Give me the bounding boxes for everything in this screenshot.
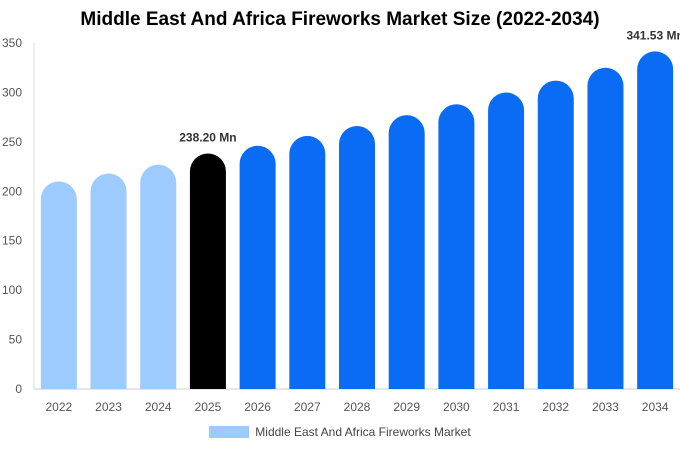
- x-tick-label: 2025: [195, 400, 222, 414]
- bar-2033: [587, 67, 624, 389]
- bar-2031: [488, 92, 525, 389]
- y-tick-label: 250: [2, 135, 22, 149]
- bar-2023: [90, 173, 127, 389]
- legend-label: Middle East And Africa Fireworks Market: [255, 425, 471, 439]
- x-tick-label: 2029: [393, 400, 420, 414]
- bar-2025: [189, 153, 226, 389]
- x-tick-label: 2030: [443, 400, 470, 414]
- y-tick-label: 200: [2, 184, 22, 198]
- legend: Middle East And Africa Fireworks Market: [0, 425, 680, 439]
- y-tick-label: 150: [2, 234, 22, 248]
- x-tick-label: 2032: [542, 400, 569, 414]
- y-tick-label: 300: [2, 85, 22, 99]
- bar-2028: [339, 126, 375, 390]
- data-label: 341.53 Mn: [626, 28, 680, 42]
- x-axis: 2022 2023 2024 2025 2026 2027 2028 2029 2030 2031…: [34, 388, 680, 414]
- x-tick-label: 2026: [244, 400, 271, 414]
- chart-title: Middle East And Africa Fireworks Market …: [80, 9, 600, 30]
- bar-2029: [388, 115, 425, 389]
- bar-2034: [637, 51, 674, 389]
- x-tick-label: 2023: [95, 400, 122, 414]
- bar-2032: [537, 80, 574, 390]
- bar-2024: [140, 164, 177, 389]
- y-tick-label: 0: [15, 382, 22, 396]
- y-tick-label: 50: [9, 333, 23, 347]
- bars: [40, 51, 674, 390]
- data-label: 238.20 Mn: [179, 131, 236, 145]
- y-axis: 0 50 100 150 200 250 300 350: [2, 36, 35, 396]
- bar-2026: [239, 145, 276, 389]
- x-tick-label: 2024: [145, 400, 172, 414]
- data-labels: 238.20 Mn 341.53 Mn: [179, 28, 680, 144]
- y-tick-label: 100: [2, 283, 22, 297]
- x-tick-label: 2027: [294, 400, 321, 414]
- bar-2030: [438, 104, 475, 389]
- x-tick-label: 2031: [493, 400, 520, 414]
- bar-2027: [289, 135, 326, 389]
- x-tick-label: 2028: [344, 400, 371, 414]
- y-tick-label: 350: [2, 36, 22, 50]
- x-tick-label: 2022: [45, 400, 72, 414]
- x-tick-label: 2034: [642, 400, 669, 414]
- legend-swatch: [209, 426, 250, 438]
- x-tick-label: 2033: [592, 400, 619, 414]
- bar-2022: [40, 181, 77, 389]
